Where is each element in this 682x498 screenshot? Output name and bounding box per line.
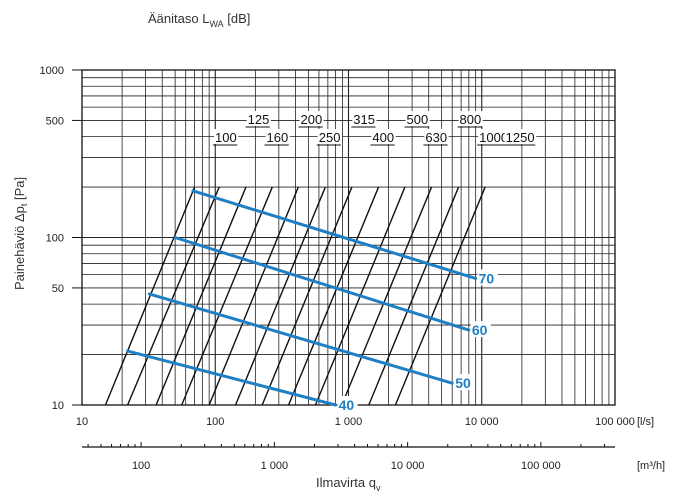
duct-label-bg xyxy=(424,129,449,144)
y-axis-label-main: Painehäviö Δp xyxy=(12,206,27,290)
duct-line-200 xyxy=(181,186,273,406)
duct-label-630: 630 xyxy=(425,130,447,145)
x-tick-label: 100 xyxy=(206,416,224,428)
duct-label-1250: 1250 xyxy=(506,130,535,145)
sound-label-bg xyxy=(470,321,491,338)
sound-label-60: 60 xyxy=(472,322,488,338)
duct-label-200: 200 xyxy=(301,112,323,127)
duct-line-800 xyxy=(341,186,433,406)
duct-label-bg xyxy=(458,111,483,126)
sound-label-70: 70 xyxy=(479,270,495,286)
duct-label-250: 250 xyxy=(319,130,341,145)
y-axis-label-unit: [Pa] xyxy=(12,177,27,204)
duct-line-250 xyxy=(208,186,299,406)
duct-label-bg xyxy=(352,111,377,126)
x-axis-label-sub: v xyxy=(376,483,381,493)
x-unit-label: [l/s] xyxy=(637,416,654,428)
duct-line-400 xyxy=(261,186,353,406)
y-tick-label: 500 xyxy=(46,115,64,127)
duct-label-400: 400 xyxy=(372,130,394,145)
sound-line-50 xyxy=(147,292,454,385)
duct-label-1000: 1000 xyxy=(479,130,508,145)
x-tick-label: 100 000 xyxy=(595,416,635,428)
duct-label-315: 315 xyxy=(353,112,375,127)
chart-title-unit: [dB] xyxy=(224,11,251,26)
x-axis-label: Ilmavirta qv xyxy=(316,475,381,493)
duct-label-800: 800 xyxy=(460,112,482,127)
duct-label-125: 125 xyxy=(248,112,270,127)
duct-label-500: 500 xyxy=(407,112,429,127)
duct-label-bg xyxy=(317,129,342,144)
secondary-tick-label: 100 xyxy=(132,460,150,472)
duct-label-bg xyxy=(371,129,396,144)
sound-line-60 xyxy=(173,236,471,332)
duct-line-125 xyxy=(126,186,220,406)
chart-title-main: Äänitaso L xyxy=(148,11,209,26)
x-tick-label: 10 xyxy=(76,416,88,428)
duct-label-bg xyxy=(265,129,290,144)
y-tick-label: 10 xyxy=(52,400,64,412)
sound-label-40: 40 xyxy=(339,397,355,413)
duct-line-1000 xyxy=(368,186,460,406)
sound-line-40 xyxy=(126,349,338,407)
duct-label-160: 160 xyxy=(267,130,289,145)
y-axis-label-sub: t xyxy=(19,203,29,206)
duct-label-bg xyxy=(246,111,271,126)
sound-label-bg xyxy=(454,374,475,391)
x-tick-label: 10 000 xyxy=(465,416,499,428)
sound-level-lines: 40 50 60 70 xyxy=(126,189,498,413)
y-tick-label: 100 xyxy=(46,233,64,245)
chart-title: Äänitaso LWA [dB] xyxy=(148,11,250,29)
secondary-tick-label: 100 000 xyxy=(521,460,561,472)
duct-label-bg xyxy=(214,129,239,144)
sound-label-bg xyxy=(477,269,498,286)
y-tick-label: 1000 xyxy=(40,65,64,77)
duct-label-bg xyxy=(405,111,430,126)
secondary-tick-label: 1 000 xyxy=(261,460,289,472)
y-axis-label: Painehäviö Δpt [Pa] xyxy=(12,177,29,290)
duct-line-100 xyxy=(104,186,196,406)
chart-title-sub: WA xyxy=(209,19,223,29)
sound-line-70 xyxy=(191,189,478,280)
x-tick-label: 1 000 xyxy=(335,416,363,428)
duct-line-315 xyxy=(234,186,326,406)
sound-label-bg xyxy=(337,396,358,412)
secondary-axis: 100 1 000 10 000 100 000 [m³/h] xyxy=(82,442,665,472)
duct-label-bg xyxy=(478,129,510,144)
sound-label-50: 50 xyxy=(455,375,471,391)
duct-label-100: 100 xyxy=(215,130,237,145)
x-axis-label-main: Ilmavirta q xyxy=(316,475,376,490)
tick-labels: 10 50 100 500 1000 10 100 1 000 10 000 100 000 [l/… xyxy=(40,65,655,428)
secondary-tick-label: 10 000 xyxy=(391,460,425,472)
duct-label-bg xyxy=(299,111,324,126)
duct-line-1250 xyxy=(394,186,486,406)
duct-label-bg xyxy=(504,129,537,144)
y-tick-label: 50 xyxy=(52,283,64,295)
secondary-unit-label: [m³/h] xyxy=(637,460,665,472)
duct-line-160 xyxy=(155,186,247,406)
duct-line-500 xyxy=(287,186,380,406)
